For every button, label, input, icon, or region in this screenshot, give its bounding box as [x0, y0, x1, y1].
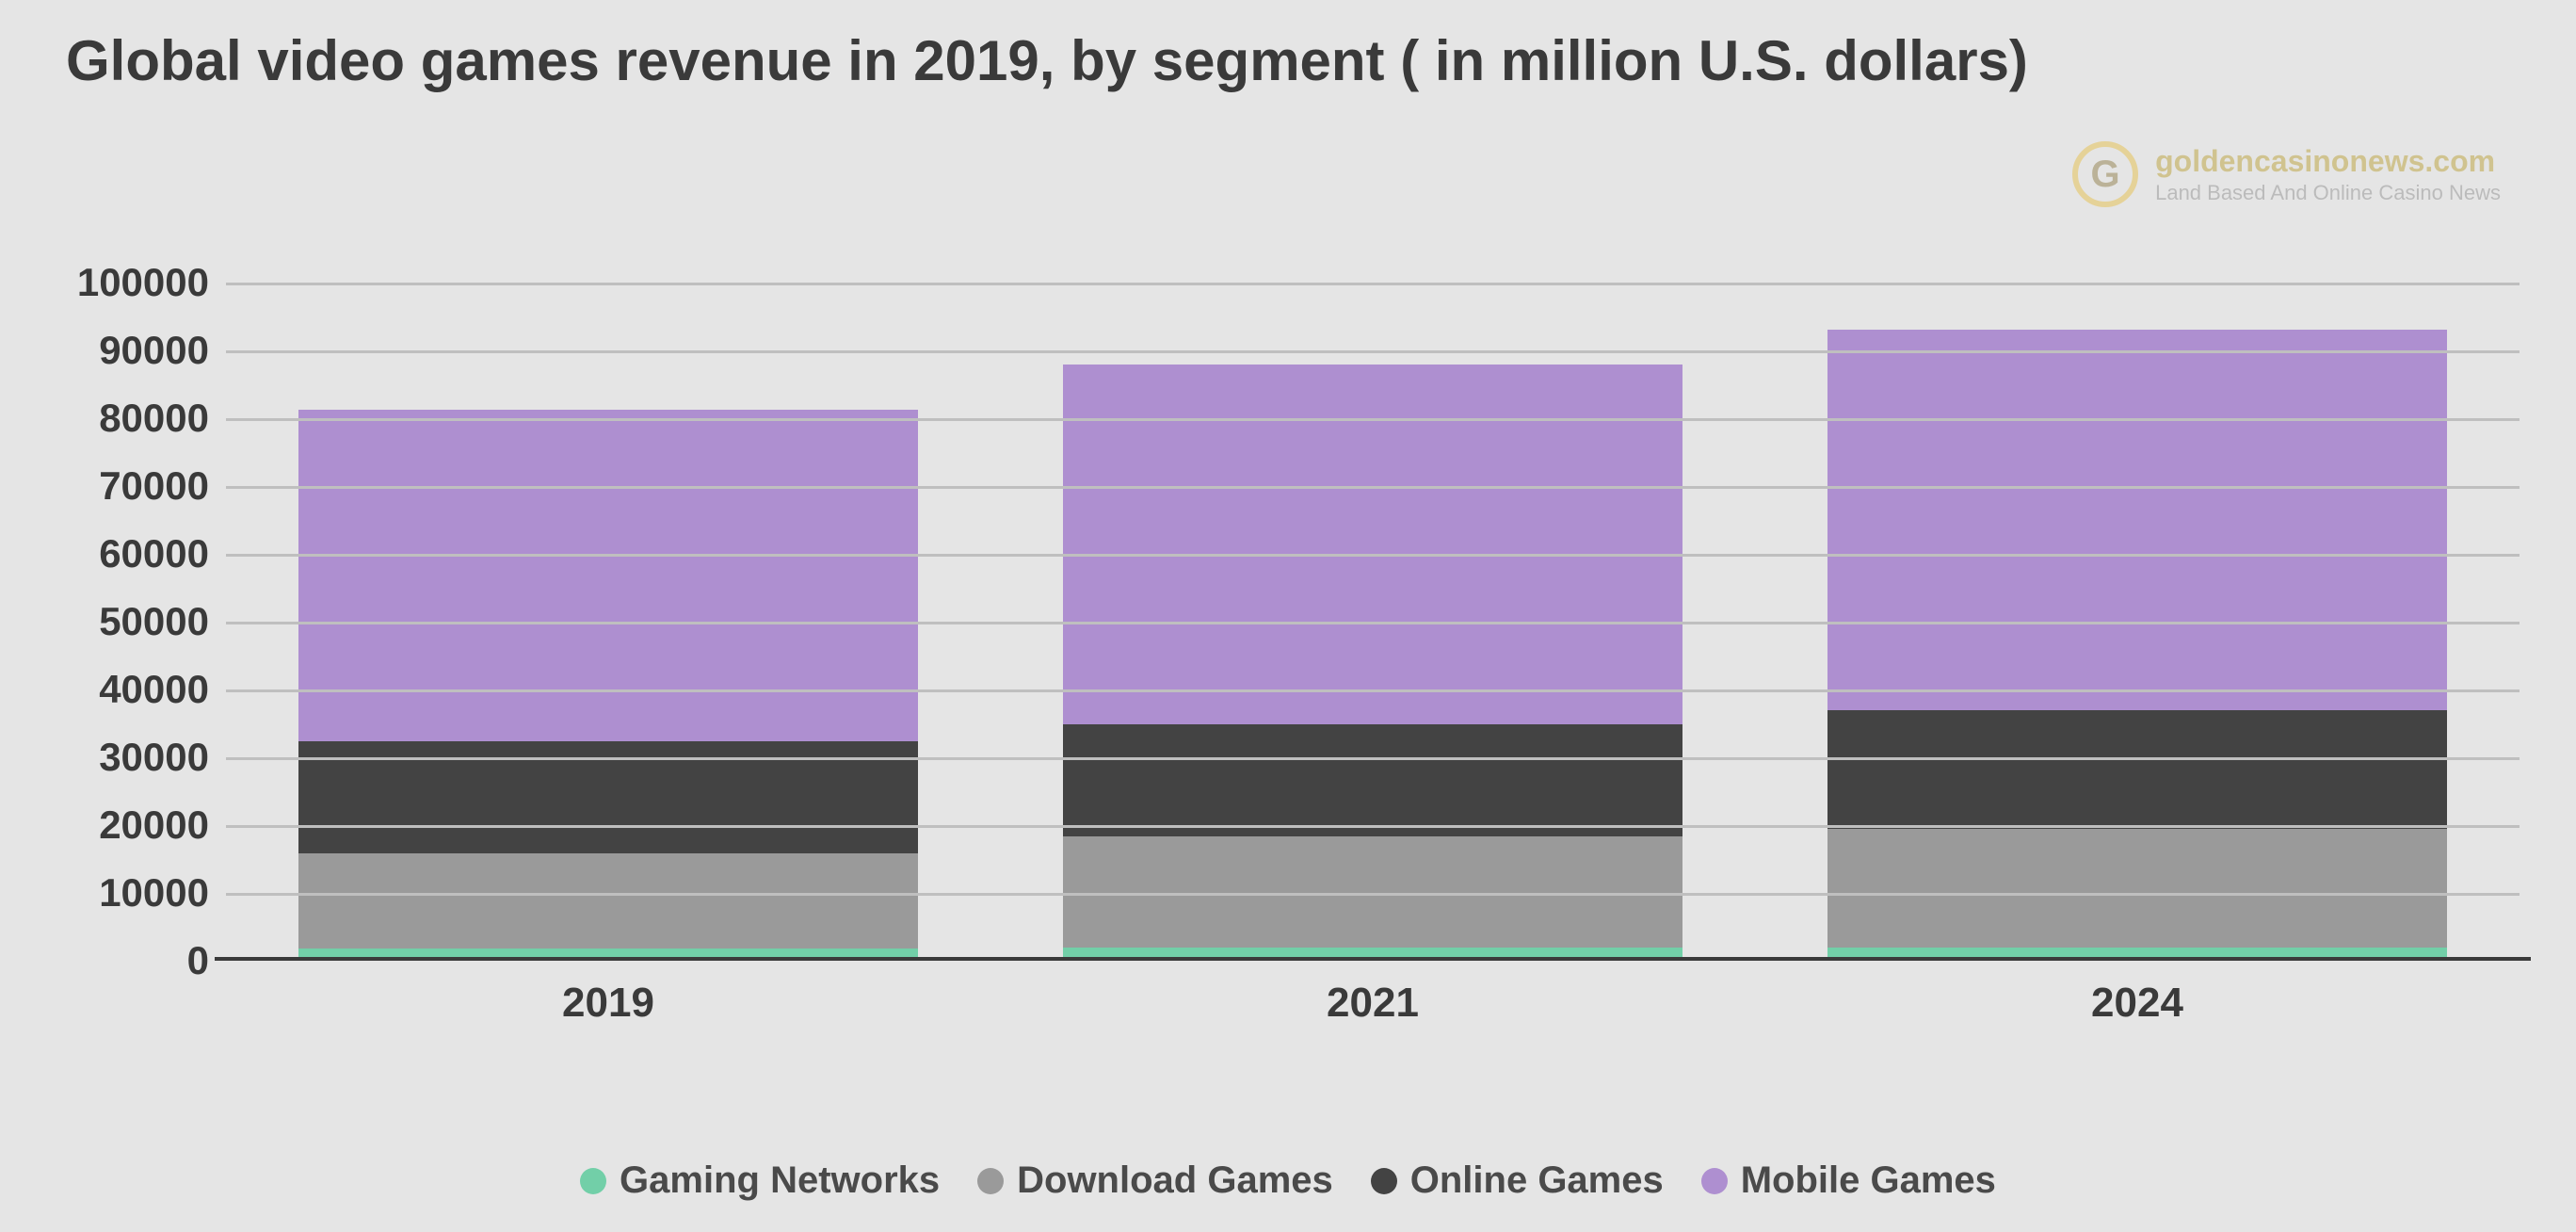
y-tick-label: 40000	[99, 667, 209, 712]
stacked-bar	[1063, 365, 1682, 961]
y-tick-label: 30000	[99, 735, 209, 780]
y-tick-label: 10000	[99, 870, 209, 916]
legend-item: Download Games	[977, 1159, 1333, 1202]
chart-container: Global video games revenue in 2019, by s…	[0, 0, 2576, 1232]
bar-segment-download_games	[298, 853, 918, 948]
legend-swatch	[1371, 1168, 1397, 1194]
stacked-bar	[298, 410, 918, 961]
legend-label: Mobile Games	[1741, 1159, 1996, 1202]
bar-segment-online_games	[1063, 724, 1682, 836]
legend-item: Online Games	[1371, 1159, 1664, 1202]
legend: Gaming Networks Download Games Online Game…	[0, 1159, 2576, 1202]
y-tick-label: 0	[187, 938, 209, 983]
y-tick-label: 90000	[99, 328, 209, 373]
bar-segment-online_games	[1827, 710, 2447, 829]
grid-line	[226, 622, 2520, 624]
x-tick-label: 2019	[562, 980, 654, 1027]
chart-title: Global video games revenue in 2019, by s…	[66, 28, 2520, 93]
watermark-icon: G	[2072, 141, 2138, 207]
watermark-line2: Land Based And Online Casino News	[2155, 181, 2501, 205]
bar-segment-download_games	[1827, 829, 2447, 948]
grid-line	[226, 486, 2520, 489]
x-axis-baseline	[215, 957, 2531, 961]
y-tick-label: 50000	[99, 599, 209, 644]
legend-swatch	[580, 1168, 606, 1194]
grid-line	[226, 418, 2520, 421]
x-tick-label: 2021	[1327, 980, 1419, 1027]
y-tick-label: 80000	[99, 396, 209, 441]
x-tick-label: 2024	[2091, 980, 2183, 1027]
grid-line	[226, 825, 2520, 828]
y-tick-label: 70000	[99, 463, 209, 509]
grid-line	[226, 893, 2520, 896]
legend-item: Mobile Games	[1701, 1159, 1996, 1202]
grid-line	[226, 757, 2520, 760]
legend-label: Gaming Networks	[620, 1159, 940, 1202]
y-tick-label: 60000	[99, 531, 209, 576]
stacked-bar	[1827, 330, 2447, 961]
legend-item: Gaming Networks	[580, 1159, 940, 1202]
grid-line	[226, 554, 2520, 557]
legend-label: Download Games	[1017, 1159, 1333, 1202]
watermark-line1: goldencasinonews.com	[2155, 144, 2501, 179]
bar-segment-download_games	[1063, 836, 1682, 948]
grid-line	[226, 283, 2520, 285]
source-watermark: G goldencasinonews.com Land Based And On…	[2072, 141, 2501, 207]
legend-label: Online Games	[1410, 1159, 1664, 1202]
plot-area: 201920212024 010000200003000040000500006…	[226, 283, 2520, 961]
legend-swatch	[977, 1168, 1004, 1194]
watermark-text: goldencasinonews.com Land Based And Onli…	[2155, 144, 2501, 205]
legend-swatch	[1701, 1168, 1728, 1194]
y-tick-label: 100000	[77, 260, 209, 305]
y-tick-label: 20000	[99, 802, 209, 848]
grid-line	[226, 689, 2520, 692]
grid-line	[226, 350, 2520, 353]
bar-segment-mobile_games	[1827, 330, 2447, 709]
